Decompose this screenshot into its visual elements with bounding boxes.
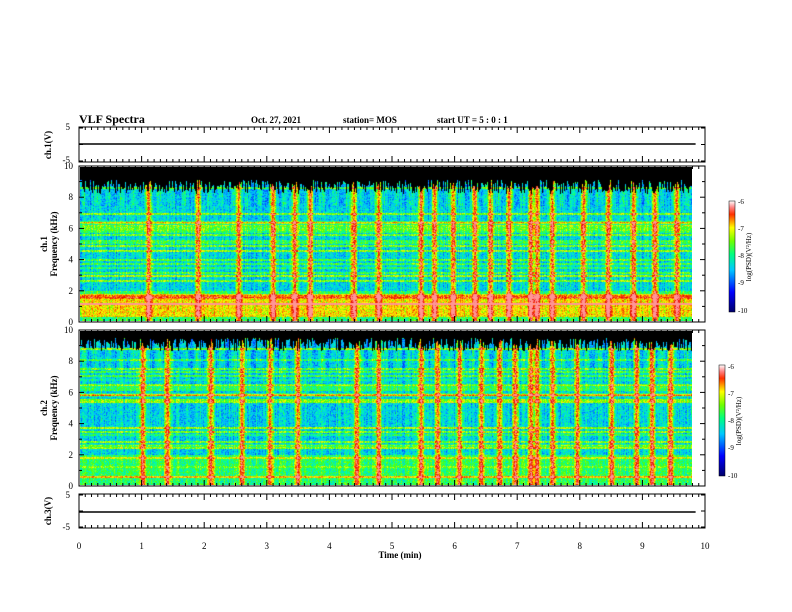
time-axis-label: Time (min) <box>378 550 421 560</box>
time-tick-label: 7 <box>515 541 520 551</box>
ch3-waveform-xticks <box>78 494 706 528</box>
station-label: station= MOS <box>343 115 397 125</box>
start-time-label: start UT = 5 : 0 : 1 <box>437 115 508 125</box>
ch2-spectrogram-xticks <box>78 330 706 486</box>
frequency-tick-label: 10 <box>64 325 74 335</box>
time-tick-label: 3 <box>265 541 270 551</box>
ch1-channel-label: ch.1 <box>39 236 49 252</box>
time-tick-label: 2 <box>202 541 207 551</box>
frequency-tick-label: 4 <box>69 255 74 265</box>
ch1-colorbar-label: log(PSD)(V²/Hz) <box>745 232 753 281</box>
ch1-waveform-panel: 5 -5 ch.1(V) <box>43 122 706 165</box>
time-tick-label: 5 <box>390 541 395 551</box>
frequency-tick-label: 6 <box>69 223 74 233</box>
frequency-tick-label: 0 <box>69 317 74 327</box>
ch2-colorbar-label: log(PSD)(V²/Hz) <box>735 396 743 445</box>
ch1-cb-tick-6: -6 <box>738 198 744 206</box>
ch2-cb-tick-10: -10 <box>728 472 738 480</box>
frequency-tick-label: 0 <box>69 481 74 491</box>
ch2-cb-tick-8: -8 <box>728 417 734 425</box>
ch3-ytick-bottom: -5 <box>63 522 71 532</box>
frequency-tick-label: 8 <box>69 356 74 366</box>
ch2-cb-tick-9: -9 <box>728 444 734 452</box>
ch3-ytick-top: 5 <box>66 490 71 500</box>
ch1-waveform-xticks <box>78 127 706 162</box>
frequency-tick-label: 8 <box>69 192 74 202</box>
figure-title: VLF Spectra <box>79 112 145 126</box>
ch3-waveform-panel: 5 -5 ch.3(V) 0 1 2 3 4 5 6 7 8 9 10 <box>43 490 710 551</box>
ch1-cb-tick-10: -10 <box>738 307 748 315</box>
frequency-tick-label: 4 <box>69 419 74 429</box>
frequency-tick-label: 10 <box>64 161 74 171</box>
ch2-channel-label: ch.2 <box>39 400 49 416</box>
frequency-tick-label: 2 <box>69 450 74 460</box>
ch1-ytick-top: 5 <box>66 122 71 132</box>
time-tick-label: 10 <box>701 541 711 551</box>
ch1-cb-tick-7: -7 <box>738 225 744 233</box>
time-tick-label: 8 <box>578 541 583 551</box>
time-axis-tick-labels: 0 1 2 3 4 5 6 7 8 9 10 <box>77 541 710 551</box>
ch1-spectrogram-panel: 0 2 4 6 8 10 ch.1 Frequency (kHz) <box>39 161 706 327</box>
time-tick-label: 6 <box>452 541 457 551</box>
time-tick-label: 4 <box>327 541 332 551</box>
observation-date: Oct. 27, 2021 <box>251 115 301 125</box>
frequency-tick-label: 2 <box>69 286 74 296</box>
ch2-colorbar: -6 -7 -8 -9 -10 log(PSD)(V²/Hz) <box>718 363 743 480</box>
ch1-frequency-ticks: 0 2 4 6 8 10 <box>64 161 705 327</box>
ch1-ytick-bottom: -5 <box>63 155 71 165</box>
ch2-frequency-ticks: 0 2 4 6 8 10 <box>64 325 705 491</box>
ch2-cb-tick-7: -7 <box>728 390 734 398</box>
ch1-colorbar-scale <box>728 200 736 313</box>
ch2-frequency-axis-label: Frequency (kHz) <box>49 375 59 440</box>
ch1-spectrogram-image <box>80 167 692 321</box>
ch3-waveform-ylabel: ch.3(V) <box>43 497 53 525</box>
ch2-cb-tick-6: -6 <box>728 363 734 371</box>
time-tick-label: 0 <box>77 541 82 551</box>
ch1-cb-tick-9: -9 <box>738 279 744 287</box>
ch1-frequency-axis-label: Frequency (kHz) <box>49 211 59 276</box>
frequency-tick-label: 6 <box>69 387 74 397</box>
ch1-spectrogram-xticks <box>78 166 706 322</box>
ch1-cb-tick-8: -8 <box>738 252 744 260</box>
time-tick-label: 1 <box>139 541 144 551</box>
ch1-colorbar: -6 -7 -8 -9 -10 log(PSD)(V²/Hz) <box>728 198 753 315</box>
ch1-waveform-ylabel: ch.1(V) <box>43 131 53 159</box>
ch2-spectrogram-panel: 0 2 4 6 8 10 ch.2 Frequency (kHz) <box>39 325 706 491</box>
ch2-colorbar-scale <box>718 364 726 477</box>
ch2-spectrogram-image <box>80 331 692 485</box>
time-tick-label: 9 <box>640 541 645 551</box>
